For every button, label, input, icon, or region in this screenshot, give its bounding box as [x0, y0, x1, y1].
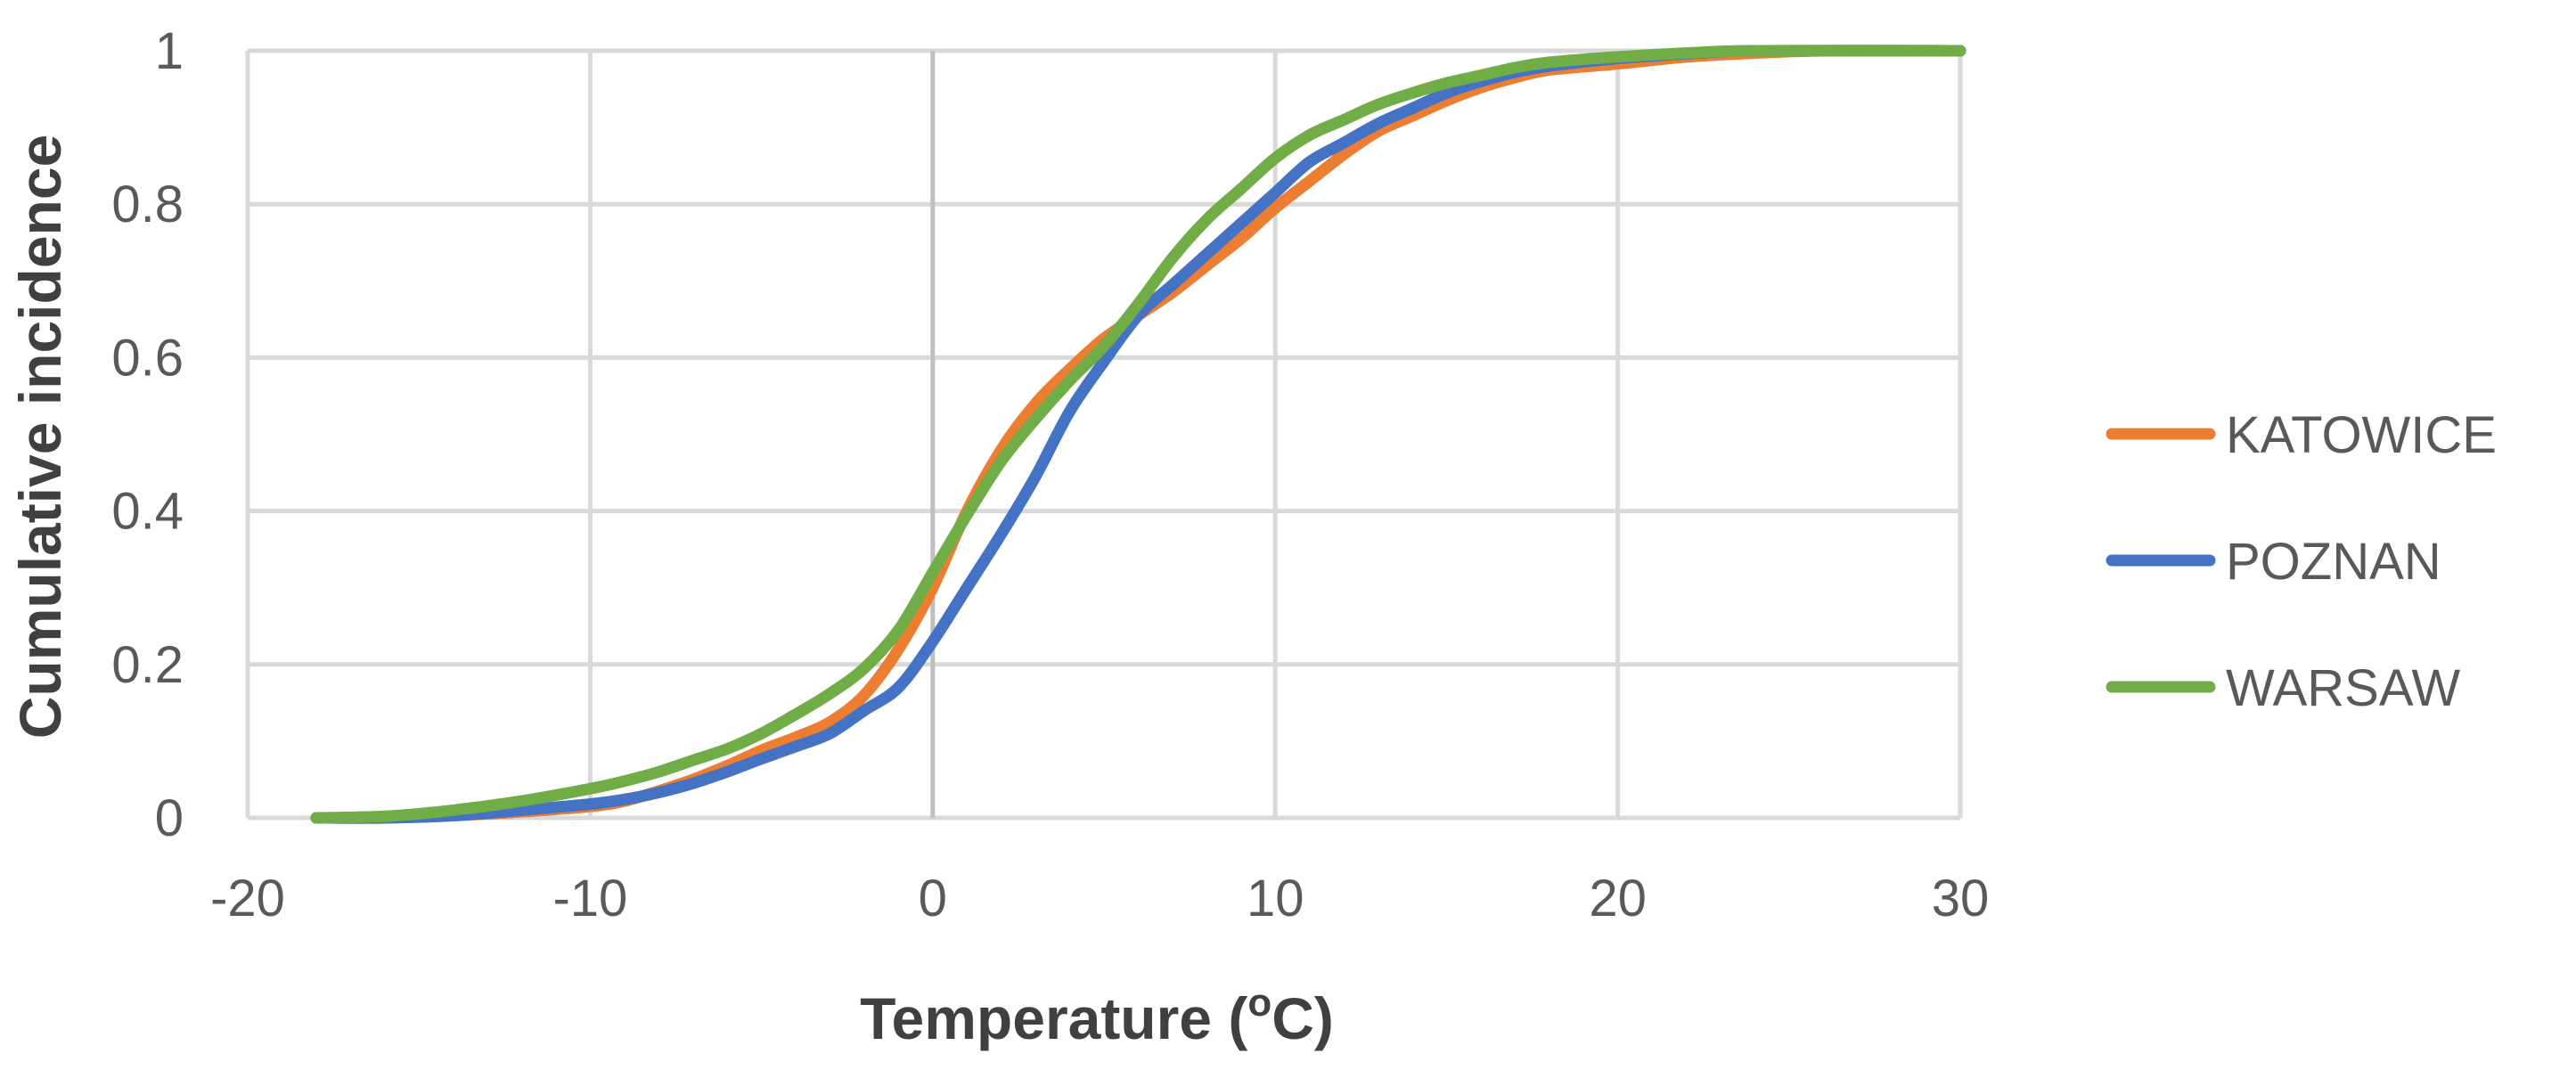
- series-line-poznan: [310, 45, 1967, 824]
- x-axis-title-superscript: o: [1247, 981, 1272, 1025]
- y-axis-tick-labels: 0 0.2 0.4 0.6 0.8 1: [111, 22, 184, 847]
- y-axis-title: Cumulative incidence: [7, 135, 73, 739]
- x-axis-title-unit: C): [1272, 985, 1334, 1051]
- y-tick-label: 1: [155, 22, 184, 80]
- series-lines: [310, 45, 1967, 824]
- x-tick-label: -20: [210, 870, 285, 927]
- legend-label-warsaw: WARSAW: [2226, 659, 2460, 717]
- x-tick-label: -10: [552, 870, 627, 927]
- gridlines: [245, 48, 1963, 821]
- y-tick-label: 0: [155, 789, 184, 847]
- x-tick-label: 20: [1589, 870, 1647, 927]
- x-tick-label: 0: [919, 870, 947, 927]
- x-tick-label: 30: [1932, 870, 1990, 927]
- series-line-warsaw: [310, 45, 1967, 824]
- series-line-katowice: [310, 45, 1967, 824]
- x-tick-label: 10: [1247, 870, 1304, 927]
- x-axis-tick-labels: -20 -10 0 10 20 30: [210, 870, 1989, 927]
- legend-label-poznan: POZNAN: [2226, 533, 2441, 591]
- legend: KATOWICE POZNAN WARSAW: [2106, 406, 2497, 717]
- y-tick-label: 0.2: [111, 636, 184, 694]
- y-tick-label: 0.4: [111, 483, 184, 541]
- y-tick-label: 0.6: [111, 329, 184, 387]
- x-axis-title: Temperature (oC): [860, 981, 1334, 1051]
- legend-label-katowice: KATOWICE: [2226, 406, 2497, 464]
- y-tick-label: 0.8: [111, 176, 184, 233]
